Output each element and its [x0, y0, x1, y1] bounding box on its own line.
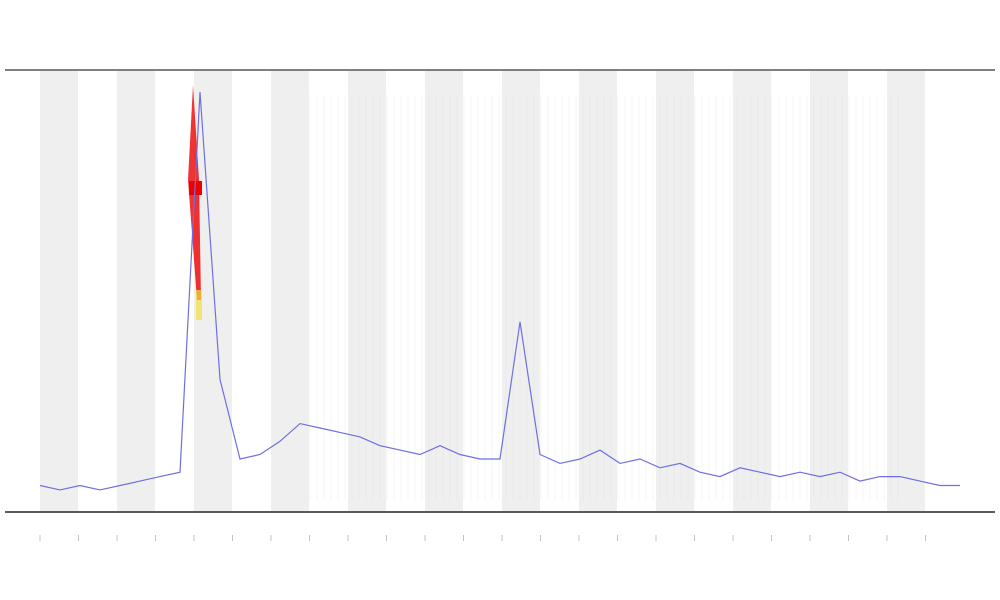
- band: [40, 71, 78, 511]
- data-line: [39, 92, 960, 491]
- band: [810, 71, 848, 511]
- band: [733, 71, 771, 511]
- band: [656, 71, 694, 511]
- band: [348, 71, 386, 511]
- band: [579, 71, 617, 511]
- background-bands: [39, 71, 926, 541]
- band: [502, 71, 540, 511]
- band: [271, 71, 309, 511]
- band: [887, 71, 925, 511]
- band: [117, 71, 155, 511]
- yellow-zone: [196, 290, 202, 320]
- band: [425, 71, 463, 511]
